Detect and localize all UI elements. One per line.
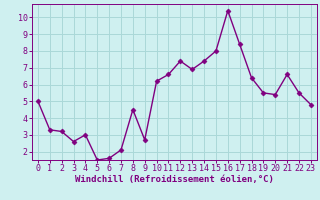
X-axis label: Windchill (Refroidissement éolien,°C): Windchill (Refroidissement éolien,°C) — [75, 175, 274, 184]
